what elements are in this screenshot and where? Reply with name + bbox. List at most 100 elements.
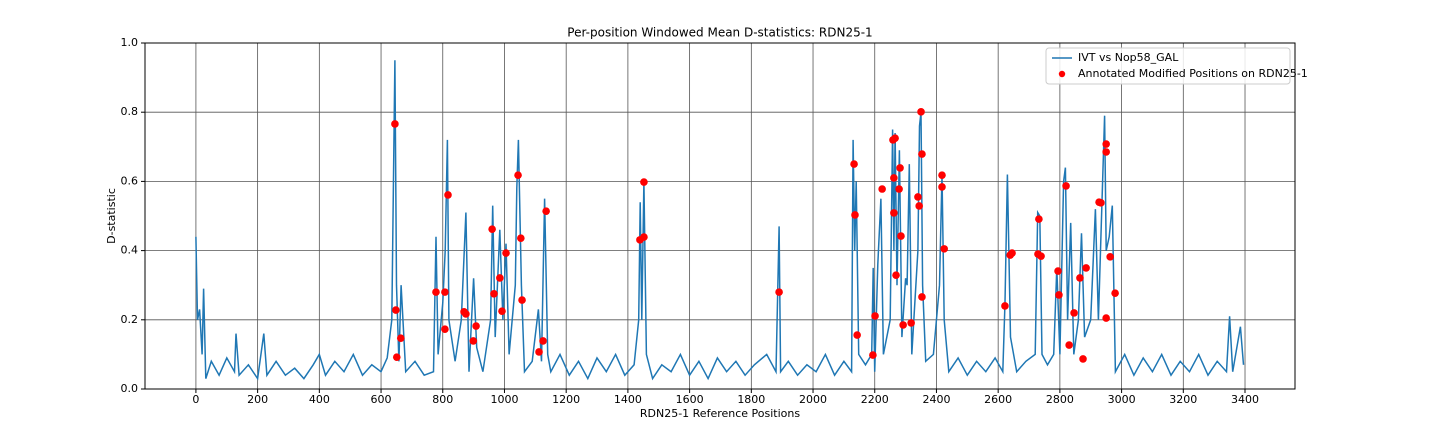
x-tick-label: 2600 [984, 393, 1012, 406]
legend-label: IVT vs Nop58_GAL [1078, 51, 1179, 64]
data-point [472, 322, 480, 330]
data-point [396, 334, 405, 342]
x-tick-label: 1400 [614, 393, 642, 406]
x-tick-label: 3200 [1169, 393, 1197, 406]
x-tick-label: 800 [432, 393, 453, 406]
x-tick-label: 3400 [1231, 393, 1259, 406]
data-point [1102, 148, 1110, 156]
data-point [891, 134, 899, 142]
legend-label: Annotated Modified Positions on RDN25-1 [1078, 67, 1308, 80]
y-tick-label: 0.0 [121, 382, 139, 395]
data-point [518, 296, 526, 304]
x-tick-label: 1000 [490, 393, 518, 406]
data-point [1082, 264, 1090, 272]
data-point [1079, 355, 1087, 363]
y-tick-label: 0.4 [121, 244, 139, 257]
y-tick-label: 0.6 [121, 174, 139, 187]
data-point [1065, 341, 1073, 349]
data-point [915, 202, 923, 210]
data-point [890, 209, 898, 217]
data-point [496, 274, 504, 282]
data-point [1102, 140, 1110, 148]
data-point [462, 310, 470, 318]
data-point [432, 288, 440, 296]
y-axis-label: D-statistic [105, 188, 118, 244]
data-point [1106, 253, 1114, 261]
data-point [640, 233, 648, 241]
data-point [914, 193, 922, 201]
data-point [1055, 291, 1063, 299]
data-point [918, 150, 926, 158]
data-point [850, 160, 858, 168]
data-point [441, 288, 449, 296]
data-point [469, 337, 478, 345]
data-point [539, 337, 547, 345]
data-point [907, 319, 915, 327]
data-line [195, 60, 1245, 381]
data-point [899, 321, 907, 329]
data-point [514, 171, 522, 179]
data-point [535, 348, 543, 356]
data-point [851, 211, 859, 219]
data-point [897, 232, 905, 240]
x-tick-label: 2800 [1046, 393, 1074, 406]
data-point [917, 108, 925, 116]
data-point [775, 288, 783, 296]
data-point [1054, 267, 1062, 275]
legend-marker [1058, 70, 1066, 78]
data-point [1008, 249, 1016, 257]
data-point [1111, 289, 1119, 297]
x-tick-label: 2000 [799, 393, 827, 406]
x-tick-label: 1200 [552, 393, 580, 406]
data-point [1070, 309, 1078, 317]
y-tick-label: 0.8 [121, 105, 139, 118]
data-point [441, 325, 449, 333]
data-point [498, 307, 506, 315]
data-point [1037, 252, 1045, 260]
data-point [490, 290, 498, 298]
data-point [1097, 199, 1105, 207]
data-point [1001, 302, 1009, 310]
data-point [895, 185, 903, 193]
data-point [1076, 274, 1084, 282]
data-point [392, 306, 400, 314]
data-point [1062, 182, 1070, 190]
plot-frame [144, 42, 1296, 390]
x-tick-label: 3000 [1108, 393, 1136, 406]
x-tick-label: 400 [309, 393, 330, 406]
data-point [392, 353, 401, 361]
data-point [938, 171, 946, 179]
y-tick-label: 1.0 [121, 36, 139, 49]
data-point [517, 234, 525, 242]
data-point [871, 312, 879, 320]
x-tick-label: 0 [192, 393, 199, 406]
data-point [444, 191, 452, 199]
data-point [640, 178, 648, 186]
data-point [896, 164, 904, 172]
data-point [878, 185, 886, 193]
data-point [938, 183, 946, 191]
data-point [1035, 215, 1043, 223]
x-tick-label: 200 [247, 393, 268, 406]
data-point [892, 271, 900, 279]
data-point [488, 225, 496, 233]
chart-title: Per-position Windowed Mean D-statistics:… [567, 26, 872, 40]
x-tick-label: 600 [371, 393, 392, 406]
x-tick-label: 2200 [861, 393, 889, 406]
data-point [1102, 314, 1110, 322]
x-axis-label: RDN25-1 Reference Positions [640, 407, 801, 420]
data-point [853, 331, 861, 339]
data-point [869, 351, 877, 359]
x-tick-label: 1800 [737, 393, 765, 406]
legend-box [1045, 47, 1291, 85]
data-point [890, 174, 898, 182]
data-point [940, 245, 948, 253]
data-point [502, 249, 510, 257]
y-tick-label: 0.2 [121, 313, 139, 326]
x-tick-label: 1600 [676, 393, 704, 406]
data-point [542, 207, 550, 215]
data-point [391, 120, 399, 128]
x-tick-label: 2400 [922, 393, 950, 406]
